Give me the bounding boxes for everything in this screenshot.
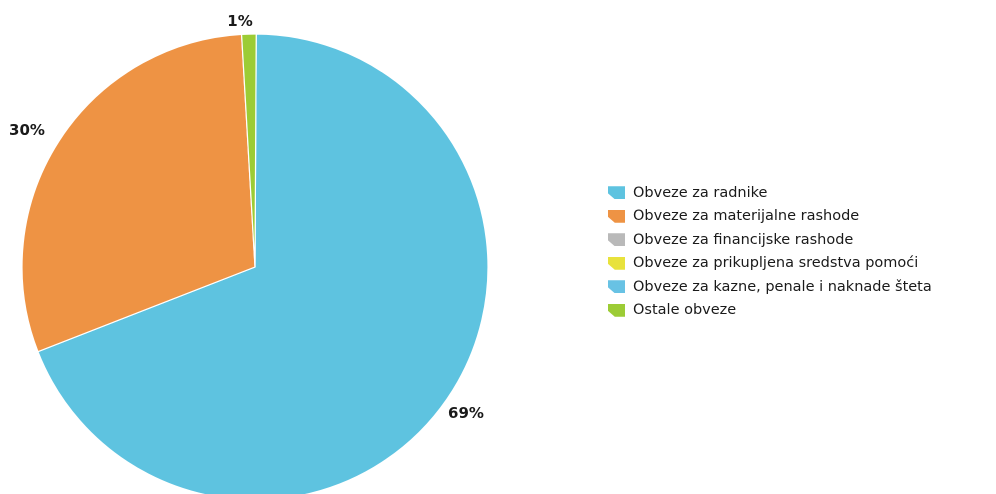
legend-item: Ostale obveze (608, 299, 932, 323)
pie-slice-ostale-obveze (240, 33, 257, 268)
legend-item: Obveze za radnike (608, 181, 932, 205)
legend-label: Obveze za prikupljena sredstva pomoći (633, 255, 919, 272)
pie-slice-obveze-za-radnike (37, 33, 489, 494)
legend-label: Obveze za financijske rashode (633, 231, 854, 248)
pie-slices (21, 33, 489, 494)
legend-swatch (608, 209, 625, 223)
pie-slice-obveze-za-materijalne-rashode (21, 33, 256, 353)
pie-label-ostale-obveze: 1% (227, 12, 252, 30)
chart-legend: Obveze za radnike Obveze za materijalne r… (608, 181, 932, 322)
legend-label: Obveze za kazne, penale i naknade šteta (633, 278, 932, 295)
legend-label: Ostale obveze (633, 302, 737, 319)
legend-item: Obveze za kazne, penale i naknade šteta (608, 275, 932, 299)
legend-item: Obveze za prikupljena sredstva pomoći (608, 252, 932, 276)
legend-item: Obveze za financijske rashode (608, 228, 932, 252)
legend-swatch (608, 233, 625, 247)
legend-swatch (608, 303, 625, 317)
legend-label: Obveze za materijalne rashode (633, 208, 860, 225)
pie-label-obveze-za-materijalne-rashode: 30% (9, 121, 45, 139)
legend-label: Obveze za radnike (633, 184, 768, 201)
legend-swatch (608, 256, 625, 270)
pie-labels: 69% 30% 1% (9, 12, 484, 422)
pie-label-obveze-za-radnike: 69% (448, 404, 484, 422)
legend-swatch (608, 280, 625, 294)
legend-item: Obveze za materijalne rashode (608, 205, 932, 229)
legend-swatch (608, 186, 625, 200)
